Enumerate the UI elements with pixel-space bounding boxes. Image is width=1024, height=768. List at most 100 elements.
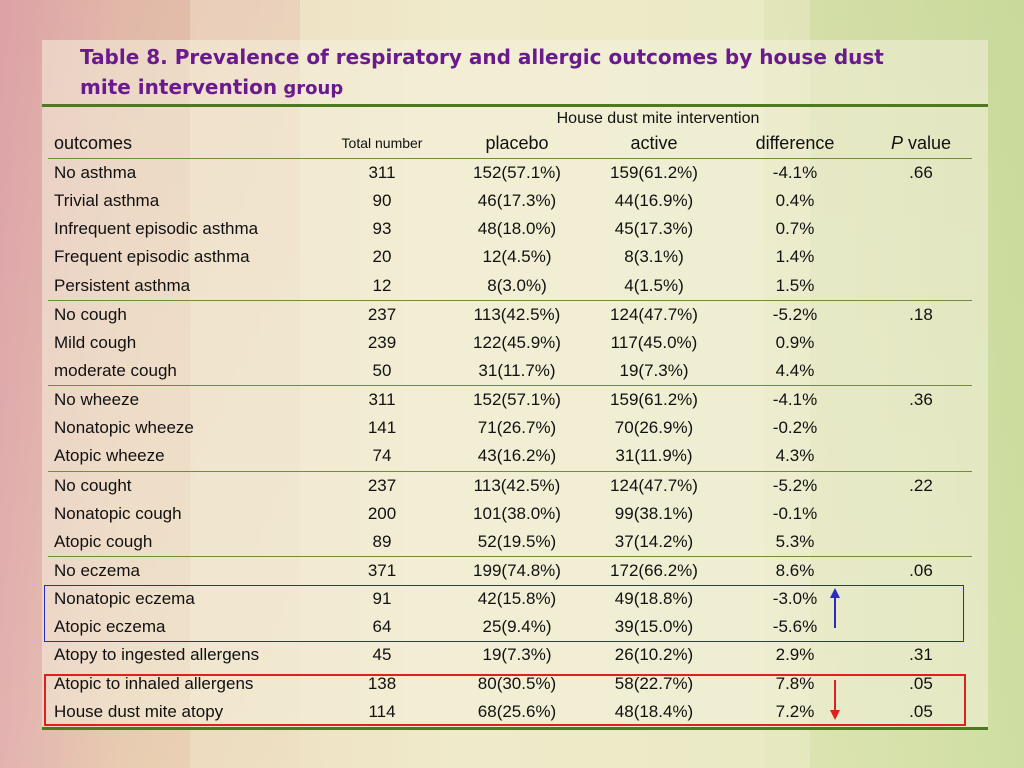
cell-outcome: Atopic cough <box>48 527 318 557</box>
cell-placebo: 52(19.5%) <box>446 527 588 557</box>
cell-difference: -4.1% <box>772 163 818 183</box>
table-row: No asthma 311 152(57.1%) 159(61.2%) -4.1% .66 <box>48 159 972 188</box>
cell-active: 159(61.2%) <box>610 390 698 410</box>
cell-outcome: Nonatopic eczema <box>54 589 195 609</box>
cell-difference: 2.9% <box>775 645 815 665</box>
cell-active: 39(15.0%) <box>614 617 694 637</box>
p-italic: P <box>890 132 903 153</box>
cell-outcome: moderate cough <box>48 356 318 387</box>
cell-placebo: 152(57.1%) <box>473 163 561 183</box>
cell-total: 311 <box>368 390 396 410</box>
cell-outcome: Atopic eczema <box>54 617 166 637</box>
cell-placebo: 113(42.5%) <box>473 304 561 324</box>
cell-p-value <box>870 613 972 641</box>
top-rule <box>42 104 988 107</box>
cell-outcome: Atopic to inhaled allergens <box>54 673 254 693</box>
cell-outcome: Atopy to ingested allergens <box>54 645 260 665</box>
table-row: Atopic wheeze 74 43(16.2%) 31(11.9%) 4.3% <box>48 442 972 472</box>
cell-p-value: .36 <box>909 390 933 410</box>
cell-placebo: 8(3.0%) <box>446 271 588 301</box>
cell-active: 124(47.7%) <box>610 304 698 324</box>
table-row: moderate cough 50 31(11.7%) 19(7.3%) 4.4% <box>48 356 972 387</box>
cell-difference: -3.0% <box>772 589 818 609</box>
cell-outcome: Nonatopic cough <box>54 503 182 523</box>
bottom-rule <box>42 727 988 730</box>
cell-p-value <box>870 442 972 472</box>
cell-outcome: No asthma <box>54 163 137 183</box>
table-row: Nonatopic eczema 91 42(15.8%) 49(18.8%) -3.0… <box>48 585 972 613</box>
cell-total: 311 <box>368 163 396 183</box>
cell-placebo: 46(17.3%) <box>477 191 557 211</box>
cell-difference: -0.2% <box>772 418 818 438</box>
cell-active: 172(66.2%) <box>610 561 698 581</box>
p-value-label: value <box>902 132 952 153</box>
cell-placebo: 25(9.4%) <box>482 617 552 637</box>
cell-active: 37(14.2%) <box>588 527 720 557</box>
cell-p-value: .22 <box>909 475 933 495</box>
cell-total: 91 <box>372 589 392 609</box>
arrow-down-icon <box>830 680 840 720</box>
cell-difference: 7.2% <box>775 701 815 721</box>
cell-p-value: .31 <box>909 645 933 665</box>
cell-p-value: .05 <box>909 673 933 693</box>
cell-active: 58(22.7%) <box>614 673 694 693</box>
table-row: No eczema 371 199(74.8%) 172(66.2%) 8.6% .06 <box>48 556 972 585</box>
cell-total: 371 <box>367 561 397 581</box>
cell-active: 99(38.1%) <box>614 503 694 523</box>
cell-placebo: 152(57.1%) <box>473 390 561 410</box>
cell-total: 237 <box>367 475 397 495</box>
cell-placebo: 101(38.0%) <box>473 503 561 523</box>
cell-p-value <box>870 243 972 271</box>
cell-p-value: .06 <box>909 561 933 581</box>
cell-difference: -4.1% <box>772 390 818 410</box>
cell-total: 20 <box>372 247 392 267</box>
table-row: Mild cough 239 122(45.9%) 117(45.0%) 0.9% <box>48 329 972 357</box>
cell-p-value <box>870 356 972 387</box>
cell-outcome: House dust mite atopy <box>54 701 224 721</box>
column-header-row: outcomes Total number placebo active dif… <box>48 130 972 159</box>
cell-placebo: 71(26.7%) <box>477 418 557 438</box>
header-spacer <box>870 104 972 130</box>
cell-p-value <box>870 585 972 613</box>
cell-p-value <box>870 215 972 243</box>
cell-active: 159(61.2%) <box>610 163 698 183</box>
cell-difference: 8.6% <box>775 561 815 581</box>
cell-outcome: No cought <box>54 475 132 495</box>
cell-active: 44(16.9%) <box>614 191 694 211</box>
cell-difference: 1.5% <box>720 271 870 301</box>
cell-total: 89 <box>318 527 446 557</box>
col-header-placebo: placebo <box>446 130 588 159</box>
cell-difference: 0.7% <box>775 219 815 239</box>
cell-total: 74 <box>318 442 446 472</box>
table-row: Infrequent episodic asthma 93 48(18.0%) 45(… <box>48 215 972 243</box>
cell-outcome: Frequent episodic asthma <box>54 247 250 267</box>
table-row: No wheeze 311 152(57.1%) 159(61.2%) -4.1% .36 <box>48 386 972 415</box>
cell-difference: -5.6% <box>772 617 818 637</box>
cell-difference: 0.9% <box>775 332 815 352</box>
table-row: Persistent asthma 12 8(3.0%) 4(1.5%) 1.5% <box>48 271 972 301</box>
cell-p-value <box>870 271 972 301</box>
cell-active: 31(11.9%) <box>588 442 720 472</box>
cell-total: 114 <box>368 701 396 721</box>
cell-difference: 5.3% <box>720 527 870 557</box>
cell-p-value: .05 <box>909 701 933 721</box>
cell-p-value <box>870 414 972 442</box>
table-row: Trivial asthma 90 46(17.3%) 44(16.9%) 0.4% <box>48 187 972 215</box>
col-header-outcomes: outcomes <box>48 130 318 159</box>
cell-total: 141 <box>367 418 397 438</box>
cell-p-value: .18 <box>909 304 933 324</box>
cell-total: 237 <box>367 304 397 324</box>
cell-difference: -5.2% <box>772 304 818 324</box>
cell-p-value <box>870 187 972 215</box>
header-spacer <box>48 104 318 130</box>
cell-placebo: 80(30.5%) <box>477 673 557 693</box>
cell-placebo: 48(18.0%) <box>477 219 557 239</box>
cell-outcome: Mild cough <box>54 332 137 352</box>
group-header-intervention: House dust mite intervention <box>556 110 760 127</box>
col-header-active: active <box>588 130 720 159</box>
cell-active: 70(26.9%) <box>614 418 694 438</box>
cell-total: 50 <box>318 356 446 387</box>
cell-p-value <box>870 527 972 557</box>
cell-placebo: 19(7.3%) <box>482 645 552 665</box>
table-row: No cought 237 113(42.5%) 124(47.7%) -5.2% .22 <box>48 471 972 500</box>
